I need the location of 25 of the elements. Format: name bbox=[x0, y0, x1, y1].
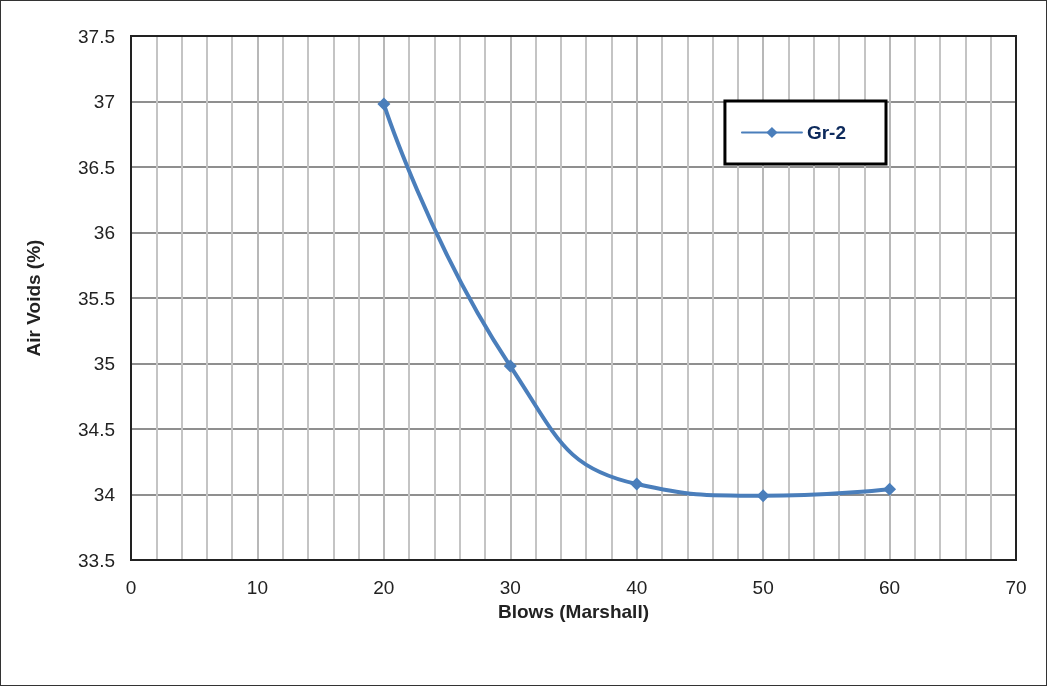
legend-label: Gr-2 bbox=[806, 122, 847, 143]
y-tick-label: 34 bbox=[93, 484, 116, 505]
x-tick-label: 0 bbox=[125, 577, 137, 598]
y-tick-label: 34.5 bbox=[78, 418, 115, 440]
y-tick-label: 35.5 bbox=[78, 287, 115, 309]
x-tick-label: 70 bbox=[1005, 577, 1027, 598]
point bbox=[883, 482, 897, 496]
x-tick-label: 40 bbox=[626, 577, 648, 598]
x-tick-label: 20 bbox=[373, 577, 395, 598]
x-tick-label: 10 bbox=[246, 577, 268, 598]
x-tick-label: 50 bbox=[752, 577, 774, 598]
y-tick-label: 35 bbox=[93, 353, 115, 374]
point bbox=[630, 477, 644, 491]
point bbox=[756, 489, 770, 503]
x-axis-title: Blows (Marshall) bbox=[498, 601, 649, 622]
x-tick-label: 30 bbox=[499, 577, 521, 598]
y-tick-label: 36.5 bbox=[78, 156, 115, 178]
point bbox=[503, 359, 517, 373]
y-axis-title: Air Voids (%) bbox=[23, 239, 44, 357]
y-tick-label: 36 bbox=[93, 222, 115, 243]
x-tick-label: 60 bbox=[879, 577, 901, 598]
y-tick-label: 33.5 bbox=[78, 549, 115, 571]
y-tick-label: 37 bbox=[93, 91, 115, 112]
y-tick-label: 37.5 bbox=[78, 25, 115, 47]
point bbox=[377, 97, 391, 111]
